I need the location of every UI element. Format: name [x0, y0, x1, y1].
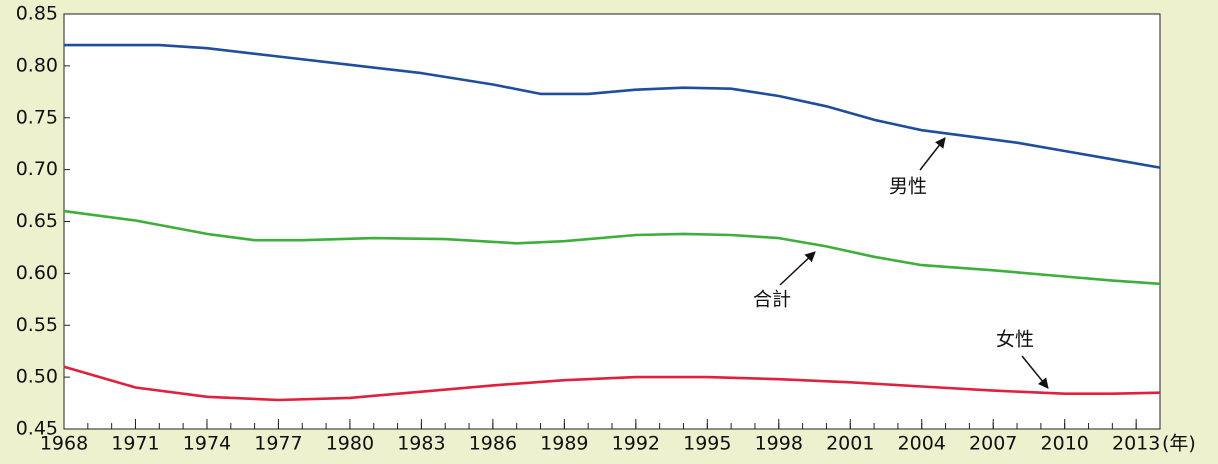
x-tick-label: 1968	[40, 433, 88, 455]
y-tick-label: 0.65	[16, 210, 58, 232]
x-tick-label: 1974	[183, 433, 231, 455]
x-tick-label: 1989	[540, 433, 588, 455]
x-tick-label: 2004	[898, 433, 946, 455]
x-unit-label: (年)	[1162, 433, 1196, 455]
y-tick-label: 0.80	[16, 54, 58, 76]
arrow	[1021, 355, 1049, 389]
y-tick-label: 0.75	[16, 106, 58, 128]
y-tick-label: 0.70	[16, 158, 58, 180]
series-line	[64, 43, 1161, 169]
y-tick-label: 0.45	[16, 418, 58, 440]
series-line	[63, 365, 1161, 402]
x-tick-label: 1983	[397, 433, 445, 455]
x-tick-label: 1980	[326, 433, 374, 455]
x-tick-label: 1992	[612, 433, 660, 455]
x-tick-label: 1986	[469, 433, 517, 455]
y-tick-label: 0.85	[16, 3, 58, 25]
x-tick-label: 1971	[111, 433, 159, 455]
x-tick-label: 2013	[1112, 433, 1160, 455]
x-tick-label: 2007	[969, 433, 1017, 455]
y-tick-label: 0.60	[16, 262, 58, 284]
x-tick-label: 2010	[1041, 433, 1089, 455]
arrow	[919, 137, 946, 171]
arrow	[779, 251, 816, 286]
annotation: 男性	[889, 176, 927, 198]
y-tick-label: 0.55	[16, 314, 58, 336]
x-tick-label: 1995	[683, 433, 731, 455]
annotation: 合計	[753, 289, 791, 311]
y-tick-label: 0.50	[16, 366, 58, 388]
x-tick-label: 2001	[826, 433, 874, 455]
series-line	[63, 209, 1161, 286]
annotation: 女性	[996, 329, 1034, 351]
x-tick-label: 1998	[755, 433, 803, 455]
x-tick-label: 1977	[254, 433, 302, 455]
plot-area	[63, 13, 1161, 430]
